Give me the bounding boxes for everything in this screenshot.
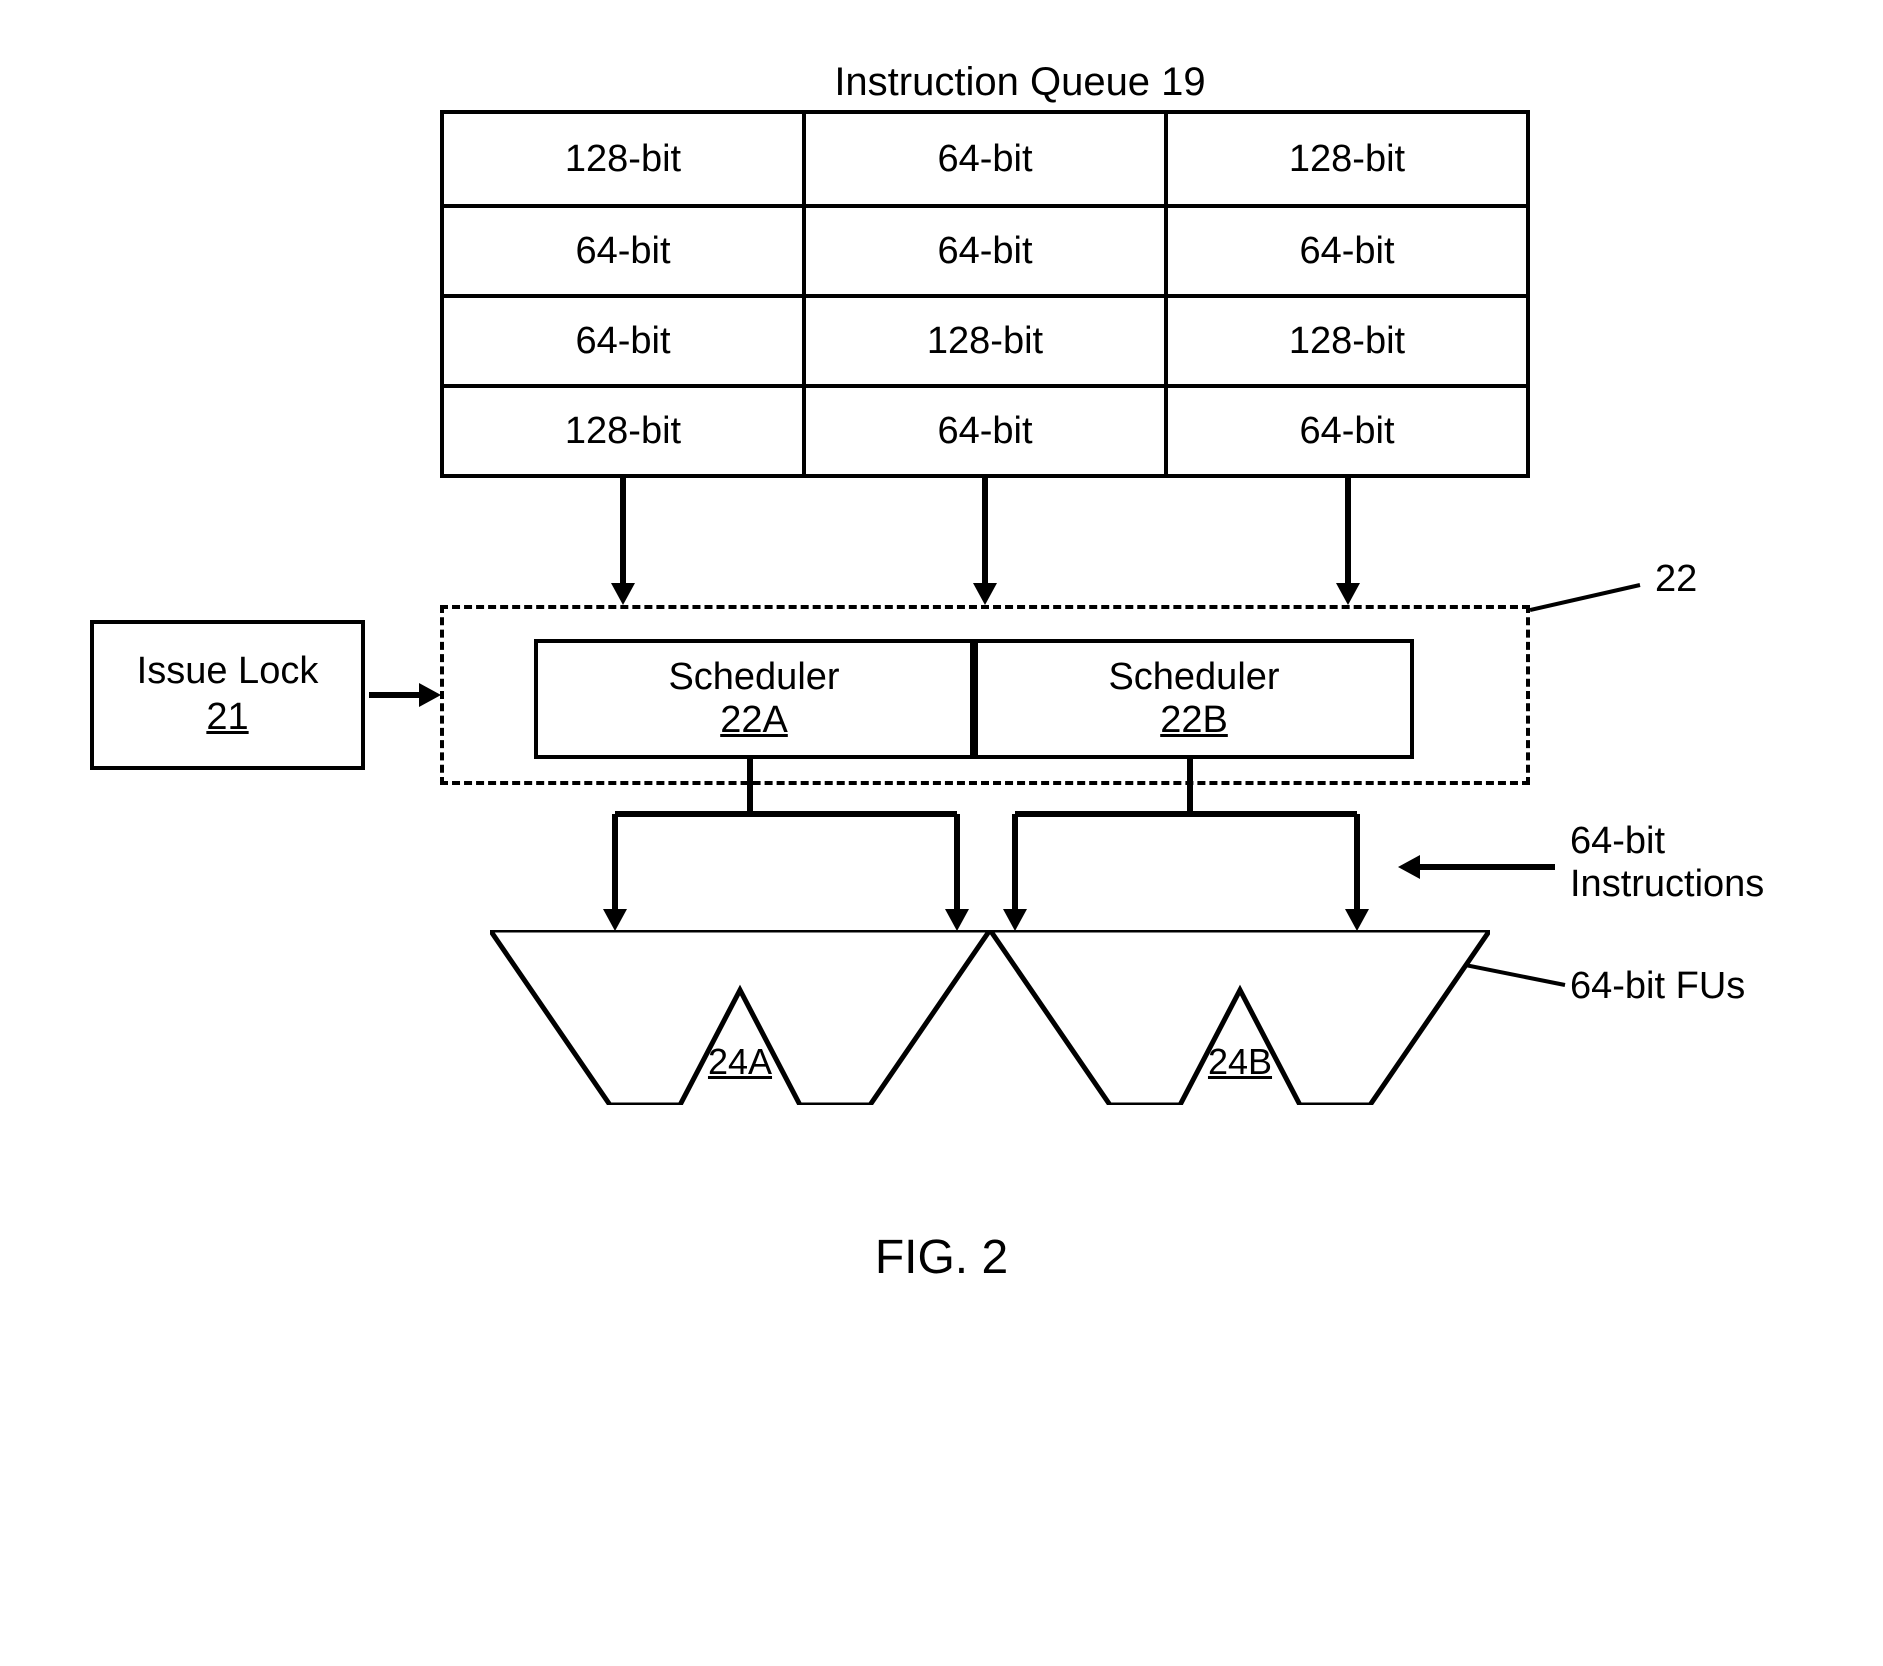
scheduler-ref: 22B xyxy=(1160,699,1228,742)
scheduler-box-a: Scheduler 22A xyxy=(534,639,974,759)
issue-lock-ref: 21 xyxy=(206,695,248,741)
queue-cell: 64-bit xyxy=(802,208,1164,294)
mux-a-ref: 24A xyxy=(490,1041,990,1083)
queue-cell: 64-bit xyxy=(802,114,1164,204)
queue-cell: 128-bit xyxy=(444,114,802,204)
queue-cell: 128-bit xyxy=(1164,114,1526,204)
instruction-queue-table: 128-bit 64-bit 128-bit 64-bit 64-bit 64-… xyxy=(440,110,1530,478)
arrow-head-icon xyxy=(973,583,997,605)
queue-cell: 64-bit xyxy=(802,388,1164,474)
scheduler-group: Scheduler 22A Scheduler 22B xyxy=(440,605,1530,785)
queue-cell: 64-bit xyxy=(444,208,802,294)
queue-cell: 64-bit xyxy=(1164,388,1526,474)
arrow-queue-to-sched xyxy=(982,478,988,583)
arrow-head-icon xyxy=(611,583,635,605)
issue-lock-box: Issue Lock 21 xyxy=(90,620,365,770)
instruction-queue-title: Instruction Queue 19 xyxy=(750,60,1290,105)
queue-cell: 128-bit xyxy=(444,388,802,474)
issue-lock-label: Issue Lock xyxy=(137,649,319,695)
scheduler-ref: 22A xyxy=(720,699,788,742)
arrow-head-icon xyxy=(419,683,441,707)
scheduler-group-ref: 22 xyxy=(1655,558,1697,601)
scheduler-box-b: Scheduler 22B xyxy=(974,639,1414,759)
fus-label: 64-bit FUs xyxy=(1570,965,1745,1008)
arrow-issue-to-sched xyxy=(369,692,419,698)
queue-row: 128-bit 64-bit 128-bit xyxy=(444,114,1526,204)
queue-row: 64-bit 128-bit 128-bit xyxy=(444,294,1526,384)
diagram-canvas: Instruction Queue 19 128-bit 64-bit 128-… xyxy=(0,0,1883,1666)
arrow-queue-to-sched xyxy=(1345,478,1351,583)
figure-caption: FIG. 2 xyxy=(0,1230,1883,1285)
mux-b-ref: 24B xyxy=(990,1041,1490,1083)
instructions-label: 64-bit Instructions xyxy=(1570,820,1830,906)
sched-to-mux-arrows xyxy=(440,759,1530,939)
arrow-instructions-label xyxy=(1420,864,1555,870)
queue-cell: 128-bit xyxy=(802,298,1164,384)
scheduler-label: Scheduler xyxy=(1108,656,1279,699)
mux-b: 24B xyxy=(990,930,1490,1105)
scheduler-label: Scheduler xyxy=(668,656,839,699)
queue-cell: 64-bit xyxy=(1164,208,1526,294)
queue-row: 64-bit 64-bit 64-bit xyxy=(444,204,1526,294)
queue-cell: 64-bit xyxy=(444,298,802,384)
leader-line-icon xyxy=(1465,955,1575,1005)
arrow-queue-to-sched xyxy=(620,478,626,583)
queue-row: 128-bit 64-bit 64-bit xyxy=(444,384,1526,474)
arrow-head-icon xyxy=(1398,855,1420,879)
mux-a: 24A xyxy=(490,930,990,1105)
arrow-head-icon xyxy=(1336,583,1360,605)
queue-cell: 128-bit xyxy=(1164,298,1526,384)
